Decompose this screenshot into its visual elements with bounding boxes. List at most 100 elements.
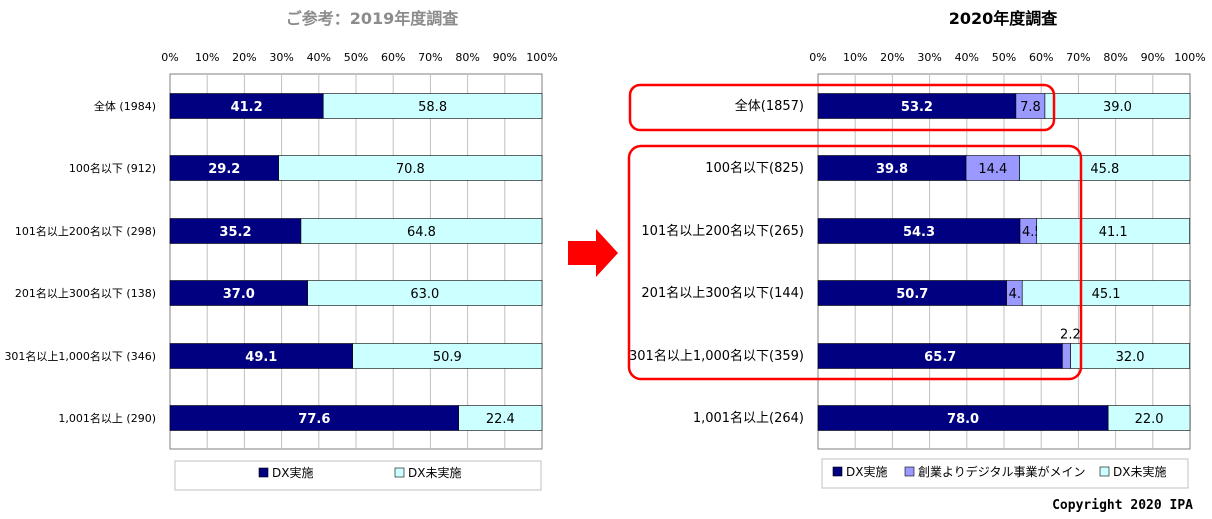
- left-chart-title: ご参考：2019年度調査: [286, 9, 459, 28]
- category-label: 1,001名以上(264): [693, 410, 804, 426]
- data-label: 65.7: [924, 350, 956, 365]
- data-label: 22.0: [1135, 412, 1164, 427]
- data-label: 53.2: [901, 100, 933, 115]
- bar-segment: [817, 218, 1021, 244]
- data-label: 50.7: [896, 287, 928, 302]
- right-legend: DX実施 創業よりデジタル事業がメイン DX未実施: [821, 458, 1189, 489]
- x-tick-label: 80%: [1103, 51, 1127, 64]
- bar-segment: [1015, 93, 1046, 119]
- data-label: 37.0: [223, 287, 255, 302]
- category-label: 201名以上300名以下(144): [641, 285, 804, 301]
- data-label: 14.4: [978, 162, 1007, 177]
- data-label: 35.2: [219, 225, 251, 240]
- right-chart-title: 2020年度調査: [949, 9, 1058, 28]
- x-tick-label: 30%: [917, 51, 941, 64]
- x-tick-label: 0%: [161, 51, 178, 64]
- x-tick-label: 90%: [493, 51, 517, 64]
- legend-swatch: [832, 466, 843, 477]
- data-label: 77.6: [298, 412, 330, 427]
- x-tick-label: 60%: [1029, 51, 1053, 64]
- x-tick-label: 60%: [381, 51, 405, 64]
- x-tick-label: 50%: [992, 51, 1016, 64]
- x-tick-label: 50%: [344, 51, 368, 64]
- data-label: 78.0: [947, 412, 979, 427]
- bar-segment: [169, 218, 302, 244]
- left-legend: DX実施 DX未実施: [174, 460, 542, 491]
- x-tick-label: 90%: [1141, 51, 1165, 64]
- category-label: 301名以上1,000名以下 (346): [4, 349, 156, 363]
- x-tick-label: 80%: [455, 51, 479, 64]
- x-tick-label: 40%: [955, 51, 979, 64]
- data-label: 22.4: [486, 412, 515, 427]
- data-label: 29.2: [208, 162, 240, 177]
- copyright-text: Copyright 2020 IPA: [1052, 498, 1193, 513]
- bar-segment: [817, 155, 967, 181]
- category-label: 301名以上1,000名以下(359): [629, 348, 804, 364]
- legend-label: DX未実施: [408, 465, 461, 480]
- category-label: 全体 (1984): [94, 99, 156, 113]
- category-label: 1,001名以上 (290): [58, 411, 156, 425]
- data-label: 70.8: [396, 162, 425, 177]
- legend-box: [174, 460, 542, 491]
- highlight-segments-box: [627, 144, 1083, 381]
- bar-segment: [1019, 155, 1191, 181]
- bar-segment: [169, 155, 279, 181]
- x-tick-label: 70%: [418, 51, 442, 64]
- category-label: 101名以上200名以下 (298): [15, 224, 156, 238]
- data-label: 63.0: [410, 287, 439, 302]
- legend-label: 創業よりデジタル事業がメイン: [918, 464, 1086, 479]
- bar-segment: [307, 280, 543, 306]
- data-label: 58.8: [418, 100, 447, 115]
- data-label: 41.2: [231, 100, 263, 115]
- bar-segment: [1070, 343, 1190, 369]
- x-tick-label: 20%: [880, 51, 904, 64]
- x-tick-label: 30%: [269, 51, 293, 64]
- bar-segment: [1021, 280, 1191, 306]
- left-chart: 0% 10% 20% 30% 40% 50% 60% 70% 80% 90% 100% 全体 (198…: [4, 51, 558, 450]
- bar-segment: [817, 280, 1007, 306]
- right-arrow-icon: [568, 229, 618, 277]
- bar-segment: [817, 343, 1063, 369]
- data-label: 41.1: [1099, 225, 1128, 240]
- category-label: 101名以上200名以下(265): [641, 223, 804, 239]
- legend-swatch: [1099, 466, 1110, 477]
- bar-segment: [458, 405, 543, 431]
- x-tick-label: 40%: [307, 51, 331, 64]
- data-label: 39.0: [1103, 100, 1132, 115]
- bar-segment: [1107, 405, 1191, 431]
- legend-label: DX未実施: [1113, 464, 1166, 479]
- category-label: 100名以下(825): [705, 160, 804, 176]
- bar-segment: [322, 93, 543, 119]
- bar-segment: [300, 218, 543, 244]
- x-tick-label: 0%: [809, 51, 826, 64]
- data-label: 64.8: [407, 225, 436, 240]
- bar-segment: [1062, 343, 1071, 369]
- bar-segment: [169, 93, 324, 119]
- data-label: 39.8: [876, 162, 908, 177]
- bar-segment: [965, 155, 1020, 181]
- bar-segment: [352, 343, 543, 369]
- legend-swatch: [258, 467, 269, 478]
- legend-swatch: [904, 466, 915, 477]
- bar-segment: [278, 155, 543, 181]
- highlight-total-box: [628, 83, 1056, 132]
- x-tick-label: 10%: [195, 51, 219, 64]
- x-tick-label: 20%: [232, 51, 256, 64]
- category-label: 100名以下 (912): [69, 161, 156, 175]
- x-tick-label: 70%: [1066, 51, 1090, 64]
- bar-segment: [1044, 93, 1191, 119]
- data-label: 7.8: [1020, 100, 1041, 115]
- bar-segment: [169, 280, 308, 306]
- x-tick-label: 100%: [526, 51, 557, 64]
- data-label: 50.9: [433, 350, 462, 365]
- legend-box: [821, 458, 1189, 489]
- data-label: 2.2: [1060, 328, 1081, 343]
- x-tick-label: 10%: [843, 51, 867, 64]
- category-label: 全体(1857): [735, 98, 804, 114]
- bar-segment: [169, 343, 353, 369]
- data-label: 32.0: [1116, 350, 1145, 365]
- right-chart: 0% 10% 20% 30% 40% 50% 60% 70% 80% 90% 100% 全体(1857…: [629, 51, 1206, 450]
- legend-label: DX実施: [272, 465, 313, 480]
- legend-label: DX実施: [846, 464, 887, 479]
